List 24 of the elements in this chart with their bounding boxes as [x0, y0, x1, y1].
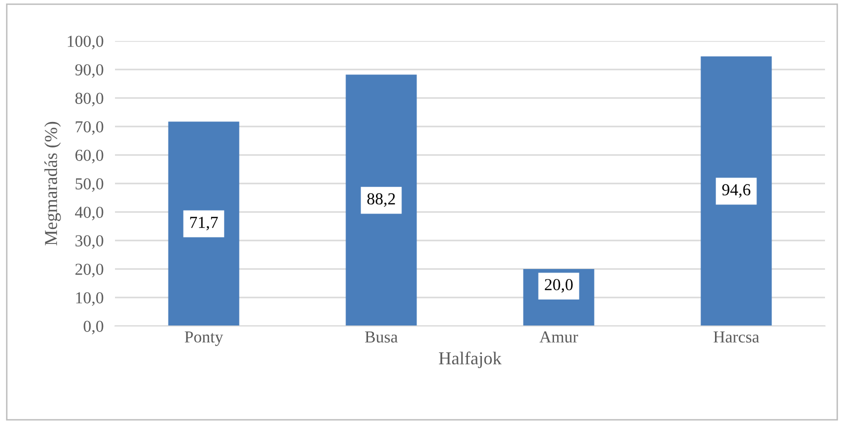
data-label: 88,2 — [367, 193, 395, 207]
bar — [700, 56, 772, 326]
y-tick-label: 100,0 — [68, 36, 104, 50]
x-tick-label: Busa — [365, 332, 398, 343]
y-tick-label: 50,0 — [76, 178, 104, 192]
x-axis-title: Halfajok — [438, 352, 502, 368]
y-tick-label: 20,0 — [75, 264, 104, 278]
data-label: 71,7 — [190, 216, 218, 230]
data-label: 94,6 — [722, 184, 750, 198]
data-label: 20,0 — [544, 279, 573, 293]
x-tick-label: Amur — [539, 331, 578, 343]
x-tick-label: Harcsa — [714, 332, 760, 343]
bar — [168, 122, 240, 326]
y-tick-label: 70,0 — [76, 121, 104, 135]
y-tick-label: 40,0 — [75, 206, 104, 220]
y-tick-label: 60,0 — [75, 150, 104, 164]
x-tick-label: Ponty — [184, 331, 224, 346]
y-tick-label: 90,0 — [75, 64, 104, 78]
bar — [346, 74, 417, 326]
y-axis-title: Megmaradás (%) — [44, 122, 61, 246]
y-tick-label: 80,0 — [75, 92, 104, 106]
y-tick-label: 10,0 — [76, 292, 104, 306]
y-tick-label: 30,0 — [76, 235, 104, 249]
y-tick-label: 0,0 — [84, 320, 104, 334]
